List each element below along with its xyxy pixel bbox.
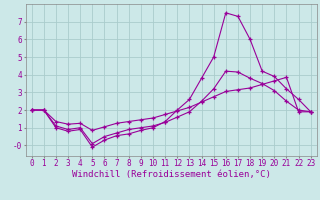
X-axis label: Windchill (Refroidissement éolien,°C): Windchill (Refroidissement éolien,°C) (72, 170, 271, 179)
